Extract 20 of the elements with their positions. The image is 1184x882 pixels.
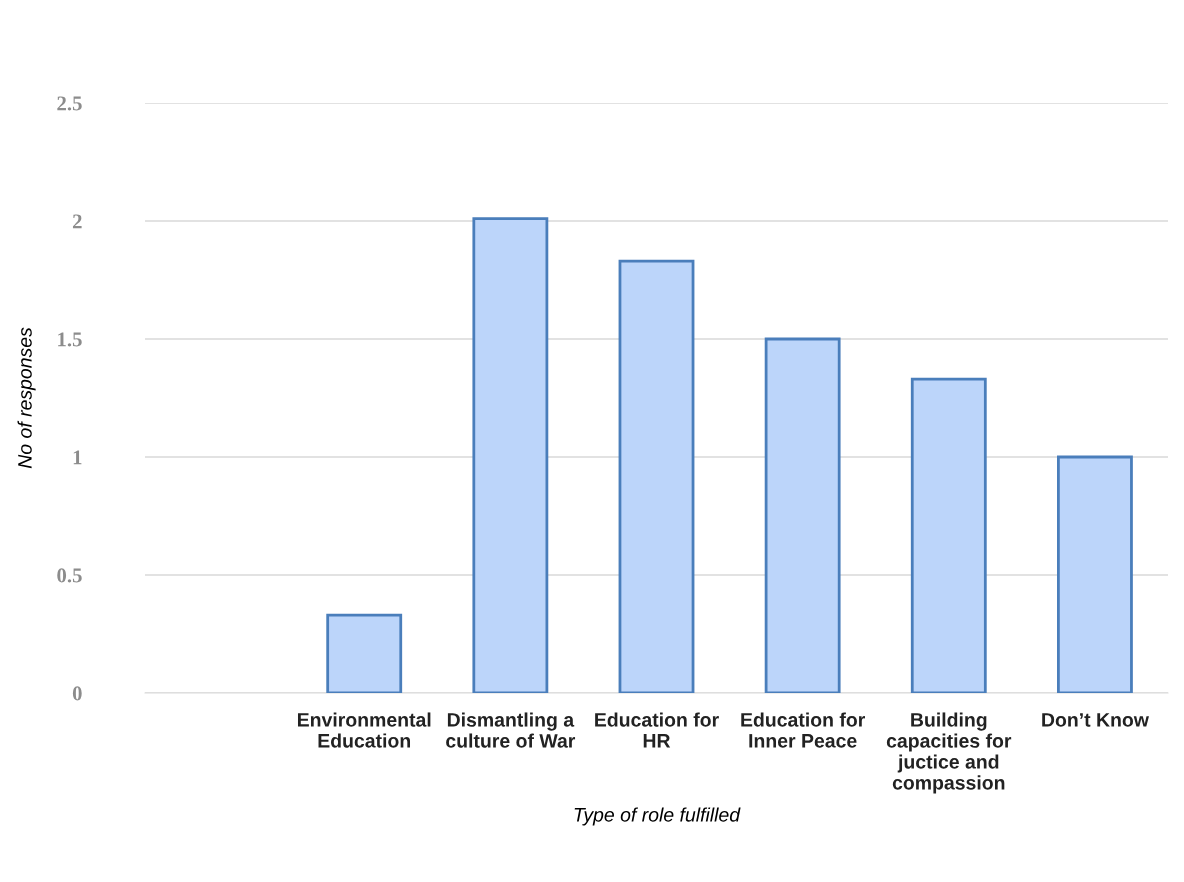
bar [618,259,695,693]
y-tick-label: 2.5 [57,96,82,111]
bar [1057,455,1133,693]
x-tick-label: Environmental Education [297,712,431,748]
x-axis-title: Type of role fulfilled [574,807,741,826]
y-tick-label: 0.5 [57,568,82,583]
x-tick-label: Education for HR [595,712,719,748]
y-tick-label: 1.5 [58,332,82,347]
bar [326,613,403,693]
y-tick-label: 2 [72,214,82,229]
y-axis-title: No of responses [17,327,36,469]
x-tick-label: Building capacities for juctice and compassion [886,712,1012,794]
y-tick-label: 0 [72,686,82,701]
bar [764,337,841,693]
bar [472,217,549,693]
bar [910,377,987,693]
y-tick-label: 1 [73,450,82,465]
x-tick-label: Education for Inner Peace [741,712,866,748]
x-tick-label: Dismantling a culture of War [446,712,576,748]
x-tick-label: Don’t Know [1042,713,1149,727]
